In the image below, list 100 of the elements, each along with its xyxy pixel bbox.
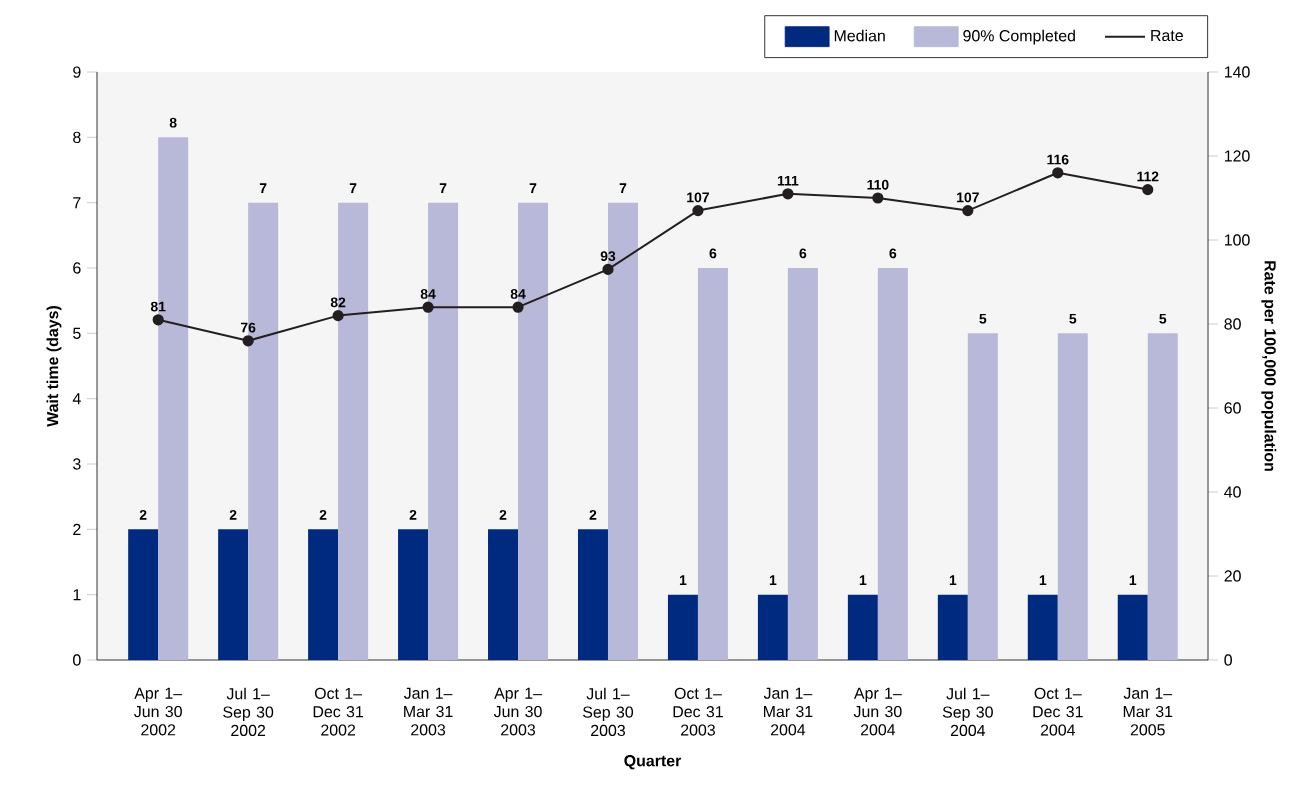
x-tick-label: Jul 1– Sep 30 2004: [942, 687, 993, 737]
bar: [877, 268, 908, 660]
bar: [937, 594, 968, 660]
bar: [488, 529, 519, 660]
bar: [967, 333, 998, 660]
y2-tick-label: 60: [1224, 402, 1241, 414]
x-tick-label: Oct 1– Dec 31 2004: [1033, 687, 1083, 736]
x-tick-label: Apr 1– Jun 30 2002: [134, 687, 183, 736]
data-label: 2: [139, 509, 147, 520]
y-tick-label: 6: [73, 262, 81, 274]
x-tick-label: Jul 1– Sep 30 2003: [583, 687, 634, 737]
data-label: 8: [169, 117, 177, 128]
point: [872, 192, 884, 204]
bar: [667, 594, 698, 660]
y-tick-label: 1: [73, 589, 81, 601]
data-label: 1: [679, 575, 687, 585]
y-tick-label: 9: [73, 66, 81, 78]
data-label: 6: [709, 248, 717, 259]
data-label: 1: [1129, 575, 1137, 585]
bar: [218, 529, 249, 660]
data-label: 5: [1159, 313, 1167, 324]
bar: [577, 529, 608, 660]
bar: [398, 529, 429, 660]
point: [152, 314, 164, 326]
data-label: 76: [240, 322, 256, 333]
y-tick-label: 5: [73, 327, 81, 339]
legend-label: Rate: [1151, 29, 1183, 42]
y2-tick-label: 80: [1224, 318, 1241, 330]
data-label: 84: [420, 289, 436, 299]
y-axis-title: Wait time (days): [46, 306, 62, 427]
x-tick-label: Jan 1– Mar 31 2005: [1123, 687, 1173, 736]
data-label: 1: [1039, 575, 1047, 585]
x-tick-label: Apr 1– Jun 30 2004: [853, 687, 902, 736]
data-label: 2: [319, 509, 327, 520]
y2-tick-label: 40: [1224, 486, 1241, 498]
point: [242, 335, 254, 347]
data-label: 7: [439, 183, 447, 193]
bar: [1147, 333, 1178, 660]
y-tick-label: 8: [73, 131, 81, 143]
data-label: 111: [777, 175, 799, 186]
data-label: 1: [769, 575, 777, 585]
x-tick-label: Jan 1– Mar 31 2004: [763, 687, 813, 736]
data-label: 110: [867, 179, 889, 190]
data-label: 84: [510, 289, 526, 299]
point: [512, 301, 524, 313]
bar: [787, 268, 818, 660]
point: [602, 263, 614, 275]
y-tick-label: 2: [73, 523, 81, 535]
point: [962, 205, 974, 217]
y-tick-label: 4: [72, 393, 81, 405]
data-label: 7: [259, 183, 267, 193]
y2-tick-label: 0: [1224, 654, 1232, 666]
y2-tick-label: 140: [1224, 66, 1250, 78]
point: [422, 301, 434, 313]
y2-tick-label: 100: [1224, 234, 1250, 246]
data-label: 2: [409, 509, 417, 520]
data-label: 82: [330, 297, 346, 308]
bar: [847, 594, 878, 660]
data-label: 112: [1137, 171, 1159, 182]
y-tick-label: 3: [73, 458, 81, 470]
data-label: 107: [687, 192, 709, 203]
point: [1052, 167, 1064, 179]
bar: [1027, 594, 1058, 660]
x-tick-label: Jul 1– Sep 30 2002: [223, 687, 274, 737]
bar: [128, 529, 159, 660]
y2-tick-label: 120: [1224, 150, 1250, 162]
data-label: 116: [1047, 154, 1069, 165]
bar: [1057, 333, 1088, 660]
data-label: 2: [229, 509, 237, 520]
x-axis-title: Quarter: [624, 755, 682, 770]
data-label: 81: [150, 301, 166, 312]
y2-axis-title: Rate per 100,000 population: [1261, 261, 1277, 471]
data-label: 6: [889, 248, 897, 259]
legend-label: 90% Completed: [963, 29, 1075, 45]
legend-label: Median: [834, 29, 885, 42]
data-label: 93: [600, 251, 616, 262]
y-tick-label: 7: [73, 197, 81, 209]
point: [1142, 184, 1154, 196]
data-label: 2: [499, 509, 507, 520]
data-label: 5: [979, 313, 987, 324]
data-label: 7: [529, 183, 537, 193]
data-label: 6: [799, 248, 807, 259]
point: [692, 205, 704, 217]
x-tick-label: Oct 1– Dec 31 2002: [313, 687, 364, 736]
y-tick-label: 0: [73, 654, 81, 666]
data-label: 1: [949, 575, 957, 585]
y2-tick-label: 20: [1224, 570, 1241, 582]
data-label: 2: [589, 509, 597, 520]
data-label: 7: [349, 183, 357, 193]
bar: [757, 594, 788, 660]
x-tick-label: Jan 1– Mar 31 2003: [403, 687, 453, 736]
x-tick-label: Apr 1– Jun 30 2003: [493, 687, 542, 736]
data-label: 5: [1069, 313, 1077, 324]
point: [332, 310, 344, 322]
x-tick-label: Oct 1– Dec 31 2003: [673, 687, 723, 736]
point: [782, 188, 794, 200]
data-label: 7: [619, 183, 627, 193]
bar: [697, 268, 728, 660]
bar: [308, 529, 339, 660]
data-label: 107: [957, 192, 979, 203]
